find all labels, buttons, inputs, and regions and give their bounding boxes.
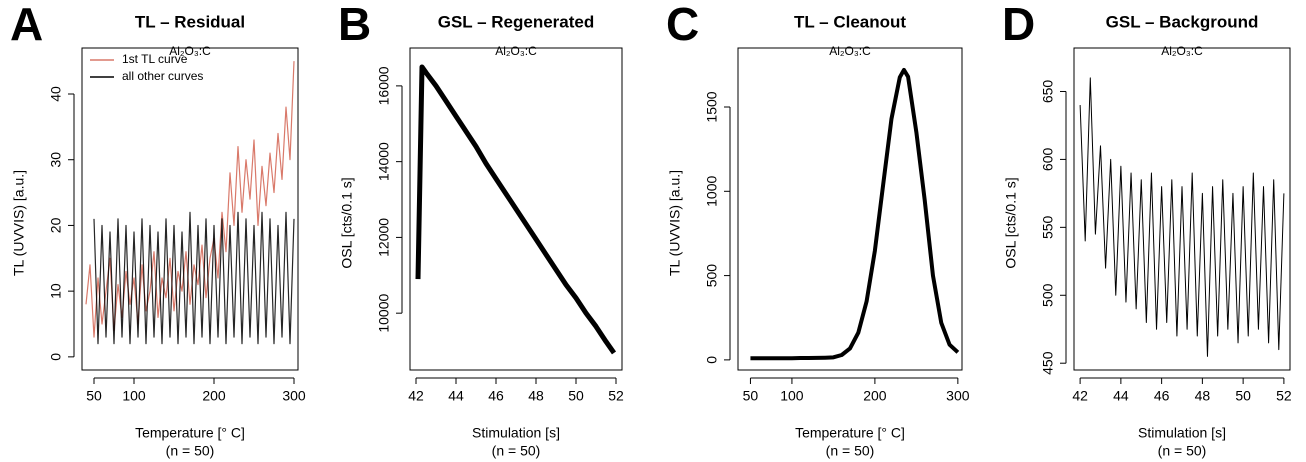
plot-area	[750, 67, 960, 361]
y-tick-label: 20	[48, 217, 64, 233]
sample-count: (n = 50)	[166, 443, 215, 459]
x-axis-label: Stimulation [s]	[472, 425, 560, 441]
data-line	[415, 64, 617, 355]
chart-subtitle: Al₂O₃:C	[829, 44, 871, 58]
x-tick-label: 300	[282, 388, 306, 404]
x-tick-label: 50	[86, 388, 102, 404]
chart-title: TL – Residual	[135, 12, 245, 31]
data-line	[85, 61, 295, 338]
y-axis-label: TL (UVVIS) [a.u.]	[11, 170, 27, 276]
y-tick-label: 500	[1040, 283, 1056, 307]
y-tick-label: 30	[48, 152, 64, 168]
chart-subtitle: Al₂O₃:C	[495, 44, 537, 58]
x-tick-label: 42	[1072, 388, 1088, 404]
y-axis-label: OSL [cts/0.1 s]	[339, 177, 355, 268]
x-axis-label: Temperature [° C]	[135, 425, 245, 441]
legend-label: 1st TL curve	[122, 52, 188, 66]
y-tick-label: 0	[704, 356, 720, 364]
panel-letter: C	[666, 0, 699, 50]
panel-letter: B	[338, 0, 371, 50]
sample-count: (n = 50)	[1158, 443, 1207, 459]
plot-frame	[1073, 47, 1291, 371]
x-tick-label: 300	[946, 388, 970, 404]
panel-letter: D	[1002, 0, 1035, 50]
x-tick-label: 100	[122, 388, 146, 404]
y-tick-label: 10000	[376, 294, 392, 333]
y-tick-label: 1000	[704, 176, 720, 207]
y-axis-label: OSL [cts/0.1 s]	[1003, 177, 1019, 268]
plot-area	[1079, 77, 1285, 357]
x-tick-label: 52	[608, 388, 624, 404]
y-tick-label: 500	[704, 264, 720, 288]
sample-count: (n = 50)	[492, 443, 541, 459]
data-line	[1079, 77, 1285, 357]
legend-label: all other curves	[122, 69, 203, 83]
y-tick-label: 1500	[704, 91, 720, 122]
panel-letter: A	[10, 0, 43, 50]
x-tick-label: 46	[1154, 388, 1170, 404]
y-tick-label: 40	[48, 86, 64, 102]
chart-subtitle: Al₂O₃:C	[1161, 44, 1203, 58]
y-axis-label: TL (UVVIS) [a.u.]	[667, 170, 683, 276]
x-tick-label: 50	[568, 388, 584, 404]
x-tick-label: 48	[528, 388, 544, 404]
x-tick-label: 50	[1235, 388, 1251, 404]
x-tick-label: 44	[448, 388, 464, 404]
plot-frame	[81, 47, 299, 371]
x-tick-label: 100	[780, 388, 804, 404]
plot-frame	[737, 47, 963, 371]
x-axis-label: Temperature [° C]	[795, 425, 905, 441]
y-tick-label: 12000	[376, 218, 392, 257]
y-tick-label: 450	[1040, 351, 1056, 375]
y-tick-label: 600	[1040, 148, 1056, 172]
x-tick-label: 50	[743, 388, 759, 404]
chart-title: TL – Cleanout	[794, 12, 906, 31]
data-line	[750, 67, 960, 361]
x-tick-label: 46	[488, 388, 504, 404]
data-line	[93, 211, 295, 345]
y-tick-label: 550	[1040, 215, 1056, 239]
y-tick-label: 0	[48, 353, 64, 361]
y-tick-label: 10	[48, 283, 64, 299]
x-tick-label: 48	[1195, 388, 1211, 404]
chart-title: GSL – Background	[1106, 12, 1259, 31]
y-tick-label: 650	[1040, 80, 1056, 104]
sample-count: (n = 50)	[826, 443, 875, 459]
plot-area	[415, 64, 617, 355]
x-axis-label: Stimulation [s]	[1138, 425, 1226, 441]
x-tick-label: 200	[202, 388, 226, 404]
chart-title: GSL – Regenerated	[438, 12, 595, 31]
x-tick-label: 44	[1113, 388, 1129, 404]
y-tick-label: 14000	[376, 142, 392, 181]
y-tick-label: 16000	[376, 66, 392, 105]
plot-frame	[409, 47, 623, 371]
x-tick-label: 200	[863, 388, 887, 404]
x-tick-label: 52	[1276, 388, 1292, 404]
plot-area	[85, 61, 295, 345]
x-tick-label: 42	[408, 388, 424, 404]
